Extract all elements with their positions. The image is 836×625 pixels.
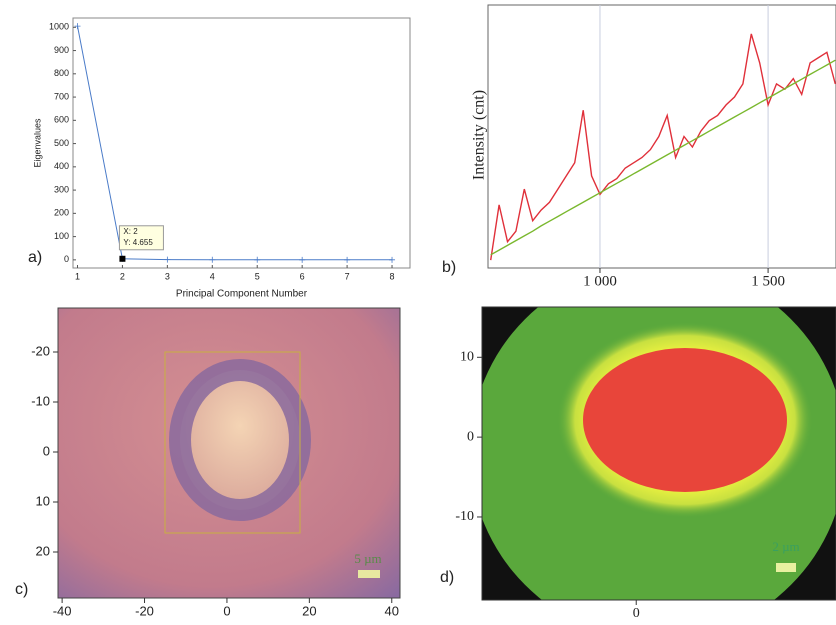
x-tick-label: 7	[345, 271, 350, 281]
y-tick-label: 400	[54, 161, 69, 171]
y-tick-label: 800	[54, 68, 69, 78]
y-tick-label: 100	[54, 231, 69, 241]
y-tick-label: -20	[31, 343, 50, 358]
datatip-marker	[119, 255, 126, 262]
point-marker	[344, 256, 351, 263]
series-line	[490, 59, 836, 256]
x-tick-label: -40	[53, 603, 72, 618]
x-tick-label: 3	[165, 271, 170, 281]
x-tick-label: 40	[385, 603, 399, 618]
y-tick-label: 1000	[49, 22, 69, 32]
y-tick-label: 600	[54, 115, 69, 125]
x-tick-label: 6	[300, 271, 305, 281]
y-tick-label: 700	[54, 91, 69, 101]
image-frame	[57, 307, 401, 599]
panel-label: c)	[15, 581, 28, 598]
point-marker	[209, 256, 216, 263]
micrograph	[58, 308, 400, 598]
y-tick-label: 500	[54, 138, 69, 148]
y-tick-label: 10	[460, 350, 474, 365]
image-frame	[481, 306, 836, 601]
y-axis-label: Intensity (cnt)	[471, 90, 488, 180]
y-tick-label: -10	[455, 509, 474, 524]
panel-label: a)	[28, 249, 42, 266]
x-tick-label: 8	[390, 271, 395, 281]
y-tick-label: 900	[54, 45, 69, 55]
series-line	[77, 26, 392, 261]
series-line	[490, 33, 836, 261]
raman-map	[482, 307, 836, 600]
datatip-text: Y: 4.655	[123, 238, 153, 247]
point-marker	[254, 256, 261, 263]
x-axis-label: Principal Component Number	[176, 289, 308, 300]
x-tick-label: 0	[633, 606, 640, 621]
x-tick-label: -20	[135, 603, 154, 618]
x-tick-label: 4	[210, 271, 215, 281]
x-tick-label: 1 000	[583, 273, 617, 289]
x-tick-label: 1 500	[751, 273, 785, 289]
point-marker	[389, 256, 396, 263]
datatip-text: X: 2	[123, 227, 138, 236]
x-tick-label: 0	[223, 603, 230, 618]
x-tick-label: 2	[120, 271, 125, 281]
y-tick-label: 0	[467, 429, 474, 444]
x-tick-label: 20	[302, 603, 316, 618]
point-marker	[74, 23, 81, 30]
plot-frame	[487, 4, 836, 269]
x-tick-label: 5	[255, 271, 260, 281]
panel-label: d)	[440, 569, 454, 586]
y-tick-label: 10	[36, 493, 50, 508]
scale-bar-label: 2 µm	[772, 539, 799, 554]
panel-label: b)	[442, 259, 456, 276]
datatip-box	[118, 225, 164, 251]
y-tick-label: 200	[54, 208, 69, 218]
point-marker	[164, 256, 171, 263]
y-tick-label: 0	[43, 443, 50, 458]
x-tick-label: 1	[75, 271, 80, 281]
y-axis-label: Eigenvalues	[32, 118, 42, 168]
point-marker	[299, 256, 306, 263]
y-tick-label: 20	[36, 543, 50, 558]
y-tick-label: 300	[54, 184, 69, 194]
y-tick-label: -10	[31, 393, 50, 408]
scale-bar-label: 5 µm	[354, 551, 381, 566]
y-tick-label: 0	[64, 254, 69, 264]
